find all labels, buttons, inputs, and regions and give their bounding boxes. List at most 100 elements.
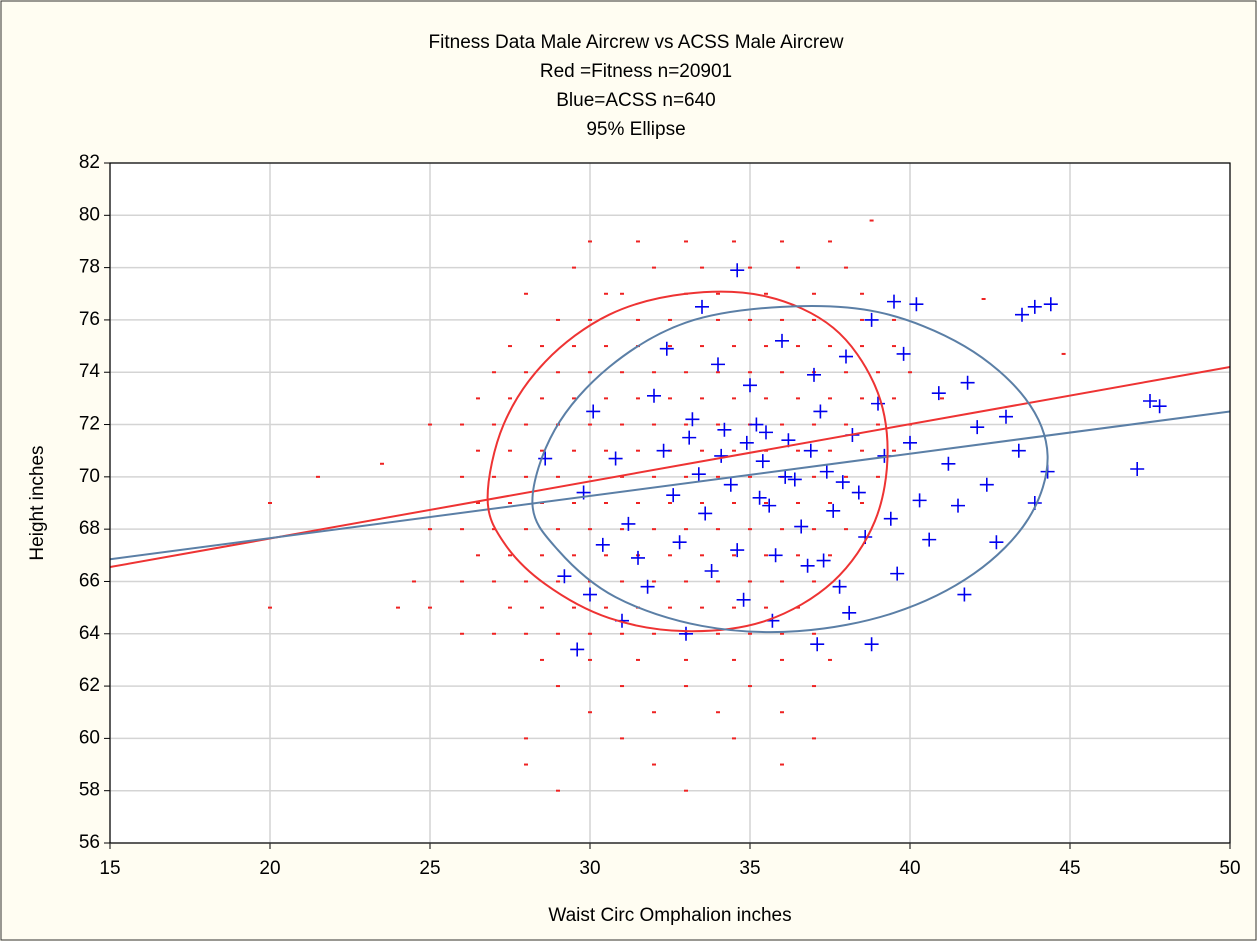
point	[732, 658, 736, 661]
point	[524, 292, 528, 295]
point	[732, 397, 736, 400]
point	[711, 357, 725, 372]
point	[748, 371, 752, 374]
point	[684, 423, 688, 426]
y-tick-label: 80	[79, 204, 100, 225]
point	[556, 528, 560, 531]
point	[460, 528, 464, 531]
point	[704, 564, 719, 578]
y-tick-label: 76	[79, 309, 100, 330]
point	[604, 449, 608, 452]
point	[620, 685, 624, 688]
point	[816, 553, 831, 568]
point	[492, 371, 496, 374]
point	[979, 477, 994, 492]
point	[714, 448, 729, 463]
point	[583, 587, 597, 602]
point	[759, 425, 773, 440]
point	[716, 711, 720, 714]
point	[716, 423, 720, 426]
point	[476, 449, 480, 452]
point	[796, 345, 800, 348]
point	[957, 587, 972, 602]
point	[1061, 352, 1066, 355]
point	[620, 632, 624, 635]
point	[796, 397, 800, 400]
point	[981, 298, 986, 300]
point	[844, 371, 848, 374]
point	[460, 423, 464, 426]
point	[636, 502, 640, 504]
point	[620, 292, 624, 295]
point	[652, 371, 656, 374]
point	[812, 292, 816, 295]
point	[684, 658, 688, 661]
point	[716, 371, 720, 374]
point	[1043, 297, 1058, 312]
point	[903, 435, 917, 450]
point	[717, 422, 732, 437]
point	[556, 580, 560, 583]
point	[716, 580, 720, 583]
point	[508, 397, 512, 400]
x-tick-label: 35	[739, 858, 760, 879]
point	[428, 606, 432, 609]
point	[716, 318, 720, 321]
point	[588, 240, 592, 243]
point	[460, 475, 464, 478]
point	[620, 423, 624, 426]
point	[588, 423, 592, 426]
point	[621, 516, 636, 531]
point	[835, 475, 850, 490]
point	[796, 266, 800, 269]
point	[636, 318, 640, 321]
x-tick-label: 50	[1219, 858, 1240, 879]
point	[764, 397, 768, 400]
point	[698, 506, 713, 521]
point	[524, 737, 528, 740]
point	[764, 502, 768, 504]
point	[684, 371, 688, 374]
point	[780, 371, 784, 374]
point	[540, 397, 544, 400]
point	[941, 456, 956, 471]
point	[748, 475, 752, 478]
x-tick-label: 20	[259, 858, 280, 879]
point	[1015, 307, 1029, 322]
point	[652, 475, 656, 478]
point	[636, 397, 640, 400]
point	[540, 606, 544, 609]
point	[652, 528, 656, 531]
point	[508, 502, 512, 504]
point	[716, 475, 720, 478]
point	[812, 737, 816, 740]
point	[428, 423, 432, 426]
ellipse	[486, 290, 889, 633]
point	[999, 409, 1013, 424]
point	[892, 345, 896, 348]
point	[828, 554, 832, 557]
point	[524, 423, 528, 426]
point	[732, 606, 736, 609]
point	[668, 318, 672, 321]
point	[700, 397, 704, 400]
y-tick-label: 66	[79, 570, 100, 591]
point	[540, 554, 544, 557]
point	[892, 397, 896, 400]
point	[736, 592, 751, 607]
point	[748, 266, 752, 269]
point	[887, 294, 901, 309]
y-tick-label: 78	[79, 257, 100, 278]
point	[860, 292, 864, 295]
point	[970, 420, 985, 435]
point	[812, 632, 816, 635]
point	[557, 569, 572, 584]
point	[268, 606, 272, 609]
point	[812, 318, 816, 321]
point	[787, 472, 802, 487]
point	[588, 632, 592, 635]
point	[679, 626, 693, 641]
point	[588, 475, 592, 478]
point	[869, 219, 874, 222]
